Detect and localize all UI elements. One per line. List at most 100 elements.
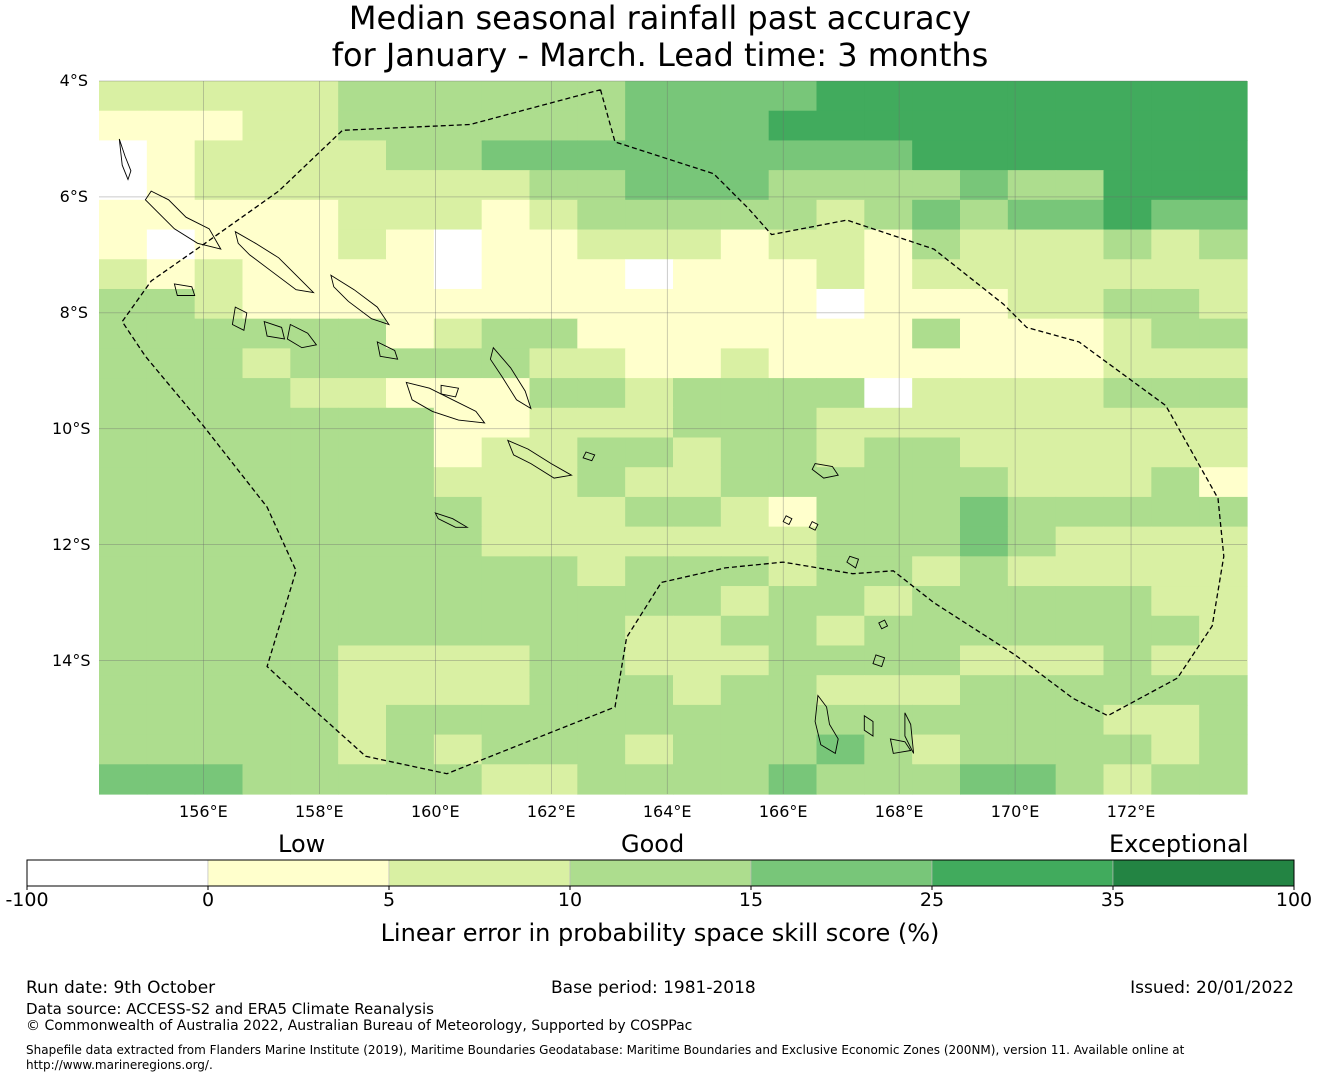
base-period: Base period: 1981-2018 [551, 978, 756, 998]
grid-cell [242, 288, 291, 320]
grid-cell [960, 81, 1009, 112]
island-outline [878, 619, 889, 630]
grid-cell [146, 734, 196, 765]
grid-cell [338, 704, 387, 736]
grid-cell [625, 229, 674, 260]
grid-cell [99, 407, 148, 439]
grid-cell [529, 675, 578, 706]
grid-cell [912, 704, 961, 736]
grid-cell [146, 675, 196, 706]
grid-cell [481, 348, 531, 379]
grid-cell [146, 259, 196, 290]
grid-cell [338, 170, 387, 201]
grid-cell [481, 199, 531, 231]
grid-cell [146, 615, 196, 647]
grid-cell [290, 229, 339, 260]
grid-cell [1151, 110, 1200, 142]
grid-cell [529, 615, 578, 647]
grid-cell [194, 615, 244, 647]
grid-cell [529, 110, 578, 142]
grid-cell [864, 140, 913, 171]
grid-cell [960, 318, 1009, 349]
grid-cell [242, 764, 291, 795]
grid-cell [673, 199, 722, 231]
grid-cell [529, 378, 578, 409]
grid-cell [1103, 199, 1152, 231]
island-outline [234, 230, 315, 294]
grid-cell [146, 496, 196, 528]
grid-cell [577, 496, 626, 528]
grid-cell [673, 764, 722, 795]
grid-cell [768, 734, 818, 765]
grid-cell [912, 496, 961, 528]
grid-cell [577, 81, 626, 112]
grid-cell [625, 288, 674, 320]
grid-cell [338, 764, 387, 795]
grid-cell [960, 348, 1009, 379]
grid-cell [1103, 675, 1152, 706]
grid-cell [194, 496, 244, 528]
grid-cell [960, 110, 1009, 142]
skill-grid [99, 81, 1248, 795]
grid-cell [338, 81, 387, 112]
grid-cell [290, 170, 339, 201]
grid-cell [864, 734, 913, 765]
grid-cell [768, 288, 818, 320]
grid-cell [720, 348, 770, 379]
grid-cell [290, 348, 339, 379]
grid-cell [1103, 407, 1152, 439]
colorbar-tick-label: 5 [382, 889, 396, 911]
island-outline [782, 515, 793, 526]
grid-cell [912, 318, 961, 349]
grid-cell [386, 170, 435, 201]
grid-cell [720, 259, 770, 290]
grid-cell [720, 407, 770, 439]
grid-cell [194, 318, 244, 349]
grid-cell [1199, 140, 1248, 171]
grid-cell [529, 259, 578, 290]
grid-cell [1151, 526, 1200, 557]
grid-cell [960, 496, 1009, 528]
grid-cell [1199, 407, 1248, 439]
grid-cell [1055, 496, 1105, 528]
grid-cell [146, 586, 196, 617]
grid-cell [99, 348, 148, 379]
grid-cell [577, 675, 626, 706]
grid-cell [1103, 81, 1152, 112]
grid-cell [433, 437, 483, 468]
grid-cell [816, 348, 865, 379]
grid-cell [864, 675, 913, 706]
grid-cell [625, 496, 674, 528]
grid-cell [816, 199, 865, 231]
grid-cell [960, 556, 1009, 587]
grid-cell [529, 199, 578, 231]
grid-cell [99, 378, 148, 409]
grid-cell [1007, 140, 1057, 171]
grid-cell [242, 734, 291, 765]
grid-cell [816, 81, 865, 112]
grid-cell [912, 81, 961, 112]
grid-cell [338, 318, 387, 349]
grid-cell [960, 199, 1009, 231]
grid-cell [99, 764, 148, 795]
grid-cell [720, 437, 770, 468]
island-outline [489, 346, 532, 410]
colorbar-tick-label: 10 [557, 889, 583, 911]
grid-cell [338, 110, 387, 142]
grid-cell [1007, 437, 1057, 468]
grid-cell [577, 526, 626, 557]
grid-cell [864, 259, 913, 290]
grid-cell [768, 704, 818, 736]
grid-cell [864, 437, 913, 468]
grid-cell [1199, 288, 1248, 320]
grid-cell [720, 526, 770, 557]
grid-cell [960, 734, 1009, 765]
grid-cell [720, 734, 770, 765]
grid-cell [577, 140, 626, 171]
grid-cell [912, 348, 961, 379]
colorbar-tick-label: -100 [5, 889, 49, 911]
grid-cell [433, 556, 483, 587]
grid-cell [577, 348, 626, 379]
island-outline [846, 555, 860, 569]
grid-cell [1151, 199, 1200, 231]
